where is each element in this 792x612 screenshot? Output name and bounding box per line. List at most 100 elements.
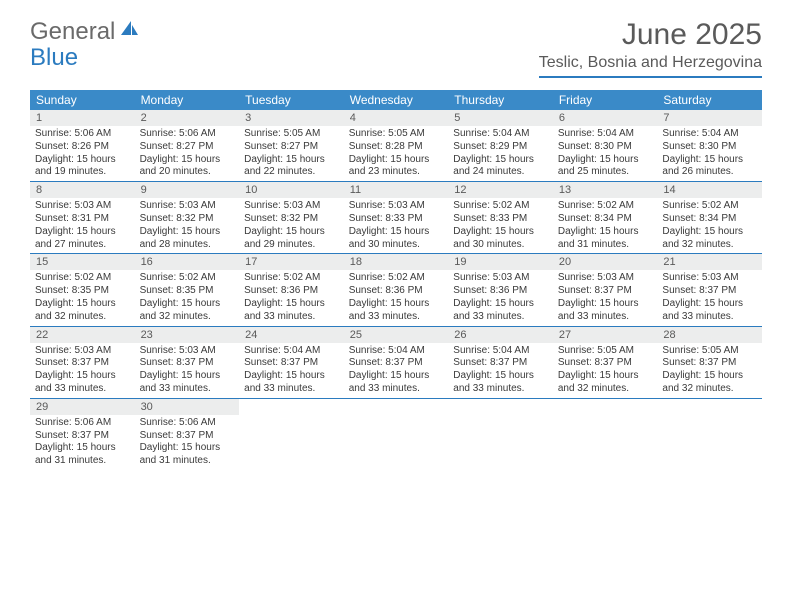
sunset-line: Sunset: 8:33 PM — [349, 213, 444, 226]
day-cell: Sunrise: 5:05 AMSunset: 8:37 PMDaylight:… — [553, 343, 658, 398]
day-cell — [657, 415, 762, 470]
calendar-weeks: 1234567Sunrise: 5:06 AMSunset: 8:26 PMDa… — [30, 110, 762, 470]
day-number: 28 — [657, 327, 762, 343]
day-cell: Sunrise: 5:03 AMSunset: 8:37 PMDaylight:… — [135, 343, 240, 398]
day-number — [344, 399, 449, 415]
sunset-line: Sunset: 8:27 PM — [140, 141, 235, 154]
sunrise-line: Sunrise: 5:06 AM — [35, 417, 130, 430]
day-number: 29 — [30, 399, 135, 415]
sunset-line: Sunset: 8:30 PM — [558, 141, 653, 154]
day-number-row: 22232425262728 — [30, 327, 762, 343]
day-cell: Sunrise: 5:03 AMSunset: 8:37 PMDaylight:… — [553, 270, 658, 325]
sunrise-line: Sunrise: 5:02 AM — [244, 272, 339, 285]
day-number — [553, 399, 658, 415]
daylight-line: Daylight: 15 hours and 33 minutes. — [349, 298, 444, 324]
weekday-label: Sunday — [30, 90, 135, 110]
weekday-header-row: SundayMondayTuesdayWednesdayThursdayFrid… — [30, 90, 762, 110]
sunset-line: Sunset: 8:31 PM — [35, 213, 130, 226]
day-cell: Sunrise: 5:04 AMSunset: 8:30 PMDaylight:… — [657, 126, 762, 181]
calendar: SundayMondayTuesdayWednesdayThursdayFrid… — [30, 90, 762, 470]
daylight-line: Daylight: 15 hours and 33 minutes. — [244, 298, 339, 324]
day-cell: Sunrise: 5:04 AMSunset: 8:37 PMDaylight:… — [448, 343, 553, 398]
day-number: 6 — [553, 110, 658, 126]
day-number: 27 — [553, 327, 658, 343]
sunrise-line: Sunrise: 5:03 AM — [140, 200, 235, 213]
weekday-label: Wednesday — [344, 90, 449, 110]
logo-sail-icon — [119, 16, 139, 44]
sunset-line: Sunset: 8:37 PM — [35, 357, 130, 370]
day-cell: Sunrise: 5:02 AMSunset: 8:35 PMDaylight:… — [30, 270, 135, 325]
sunrise-line: Sunrise: 5:02 AM — [35, 272, 130, 285]
weekday-label: Monday — [135, 90, 240, 110]
sunrise-line: Sunrise: 5:04 AM — [453, 128, 548, 141]
day-number: 30 — [135, 399, 240, 415]
sunset-line: Sunset: 8:32 PM — [244, 213, 339, 226]
sunrise-line: Sunrise: 5:02 AM — [349, 272, 444, 285]
sunrise-line: Sunrise: 5:06 AM — [140, 128, 235, 141]
sunrise-line: Sunrise: 5:03 AM — [662, 272, 757, 285]
sunset-line: Sunset: 8:37 PM — [35, 430, 130, 443]
sunset-line: Sunset: 8:27 PM — [244, 141, 339, 154]
day-number: 23 — [135, 327, 240, 343]
daylight-line: Daylight: 15 hours and 31 minutes. — [140, 442, 235, 468]
sunset-line: Sunset: 8:33 PM — [453, 213, 548, 226]
day-number: 13 — [553, 182, 658, 198]
sunset-line: Sunset: 8:37 PM — [349, 357, 444, 370]
day-number: 24 — [239, 327, 344, 343]
day-number: 4 — [344, 110, 449, 126]
daylight-line: Daylight: 15 hours and 27 minutes. — [35, 226, 130, 252]
daylight-line: Daylight: 15 hours and 28 minutes. — [140, 226, 235, 252]
daylight-line: Daylight: 15 hours and 30 minutes. — [349, 226, 444, 252]
day-cell: Sunrise: 5:05 AMSunset: 8:28 PMDaylight:… — [344, 126, 449, 181]
sunrise-line: Sunrise: 5:03 AM — [244, 200, 339, 213]
sunset-line: Sunset: 8:37 PM — [558, 285, 653, 298]
day-number: 7 — [657, 110, 762, 126]
day-number: 15 — [30, 254, 135, 270]
sunset-line: Sunset: 8:37 PM — [140, 357, 235, 370]
sunrise-line: Sunrise: 5:03 AM — [558, 272, 653, 285]
sunrise-line: Sunrise: 5:02 AM — [662, 200, 757, 213]
day-cell — [239, 415, 344, 470]
sunrise-line: Sunrise: 5:05 AM — [349, 128, 444, 141]
day-number: 25 — [344, 327, 449, 343]
day-number — [239, 399, 344, 415]
sunset-line: Sunset: 8:35 PM — [35, 285, 130, 298]
daylight-line: Daylight: 15 hours and 32 minutes. — [558, 370, 653, 396]
day-number: 2 — [135, 110, 240, 126]
day-cell: Sunrise: 5:04 AMSunset: 8:30 PMDaylight:… — [553, 126, 658, 181]
daylight-line: Daylight: 15 hours and 33 minutes. — [453, 298, 548, 324]
day-cell: Sunrise: 5:03 AMSunset: 8:37 PMDaylight:… — [30, 343, 135, 398]
sunset-line: Sunset: 8:28 PM — [349, 141, 444, 154]
logo-text-blue: Blue — [30, 44, 78, 72]
day-cell: Sunrise: 5:03 AMSunset: 8:31 PMDaylight:… — [30, 198, 135, 253]
logo: General — [30, 18, 139, 46]
day-cell: Sunrise: 5:06 AMSunset: 8:37 PMDaylight:… — [135, 415, 240, 470]
day-cell: Sunrise: 5:02 AMSunset: 8:35 PMDaylight:… — [135, 270, 240, 325]
sunrise-line: Sunrise: 5:02 AM — [453, 200, 548, 213]
daylight-line: Daylight: 15 hours and 33 minutes. — [558, 298, 653, 324]
day-number: 11 — [344, 182, 449, 198]
day-cell — [344, 415, 449, 470]
daylight-line: Daylight: 15 hours and 33 minutes. — [453, 370, 548, 396]
sunset-line: Sunset: 8:29 PM — [453, 141, 548, 154]
sunset-line: Sunset: 8:37 PM — [244, 357, 339, 370]
daylight-line: Daylight: 15 hours and 25 minutes. — [558, 154, 653, 180]
day-cell: Sunrise: 5:02 AMSunset: 8:34 PMDaylight:… — [553, 198, 658, 253]
sunset-line: Sunset: 8:26 PM — [35, 141, 130, 154]
logo-text-general: General — [30, 18, 115, 46]
day-cell: Sunrise: 5:03 AMSunset: 8:37 PMDaylight:… — [657, 270, 762, 325]
daylight-line: Daylight: 15 hours and 24 minutes. — [453, 154, 548, 180]
day-cell — [448, 415, 553, 470]
day-cell: Sunrise: 5:04 AMSunset: 8:37 PMDaylight:… — [239, 343, 344, 398]
sunset-line: Sunset: 8:37 PM — [140, 430, 235, 443]
title-block: June 2025 Teslic, Bosnia and Herzegovina — [539, 18, 762, 78]
sunset-line: Sunset: 8:35 PM — [140, 285, 235, 298]
daylight-line: Daylight: 15 hours and 32 minutes. — [662, 226, 757, 252]
sunrise-line: Sunrise: 5:05 AM — [662, 345, 757, 358]
day-number-row: 891011121314 — [30, 182, 762, 198]
daylight-line: Daylight: 15 hours and 29 minutes. — [244, 226, 339, 252]
day-cell: Sunrise: 5:06 AMSunset: 8:27 PMDaylight:… — [135, 126, 240, 181]
sunset-line: Sunset: 8:36 PM — [349, 285, 444, 298]
weekday-label: Tuesday — [239, 90, 344, 110]
day-cell: Sunrise: 5:05 AMSunset: 8:27 PMDaylight:… — [239, 126, 344, 181]
